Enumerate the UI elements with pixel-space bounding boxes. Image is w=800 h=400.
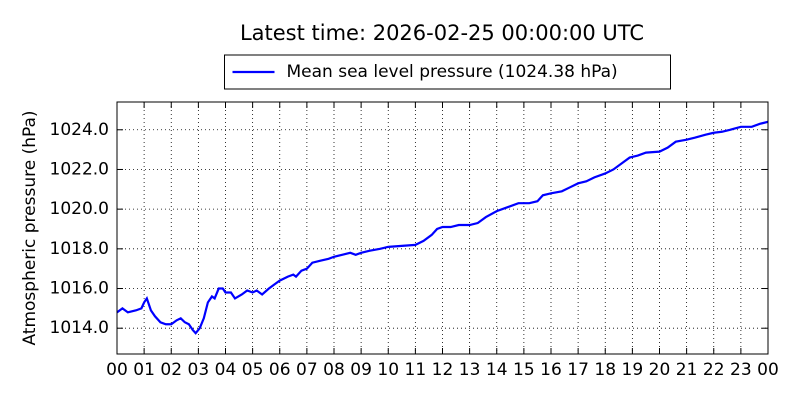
y-tick-label: 1018.0 xyxy=(50,239,109,259)
y-tick-label: 1020.0 xyxy=(50,199,109,219)
x-tick-label: 08 xyxy=(323,360,345,380)
line xyxy=(116,120,769,335)
chart-title: Latest time: 2026-02-25 00:00:00 UTC xyxy=(240,21,644,45)
x-tick-label: 14 xyxy=(486,360,508,380)
x-tick-label: 10 xyxy=(377,360,399,380)
x-tick-label: 03 xyxy=(188,360,210,380)
x-tick-label: 06 xyxy=(269,360,291,380)
x-tick-label: 16 xyxy=(540,360,562,380)
x-tick-label: 22 xyxy=(703,360,725,380)
x-tick-label: 11 xyxy=(405,360,427,380)
y-tick-label: 1016.0 xyxy=(50,279,109,299)
x-tick-label: 05 xyxy=(242,360,264,380)
x-tick-label: 19 xyxy=(622,360,644,380)
y-axis-label: Atmospheric pressure (hPa) xyxy=(20,110,40,345)
x-tick-label: 00 xyxy=(106,360,128,380)
y-tick-label: 1014.0 xyxy=(50,318,109,338)
x-tick-label: 23 xyxy=(730,360,752,380)
y-tick-label: 1024.0 xyxy=(50,120,109,140)
y-tick-label: 1022.0 xyxy=(50,159,109,179)
plot-frame xyxy=(116,101,769,355)
x-tick-label: 07 xyxy=(296,360,318,380)
x-tick-label: 13 xyxy=(459,360,481,380)
legend-box xyxy=(224,54,671,90)
legend-label: Mean sea level pressure (1024.38 hPa) xyxy=(287,62,618,82)
x-tick-label: 12 xyxy=(432,360,454,380)
x-tick-label: 18 xyxy=(594,360,616,380)
x-tick-label: 02 xyxy=(160,360,182,380)
x-tick-label: 17 xyxy=(567,360,589,380)
x-tick-label: 01 xyxy=(133,360,155,380)
x-tick-label: 21 xyxy=(676,360,698,380)
x-tick-label: 09 xyxy=(350,360,372,380)
x-tick-label: 00 xyxy=(757,360,779,380)
x-tick-label: 20 xyxy=(649,360,671,380)
x-tick-label: 04 xyxy=(215,360,237,380)
x-tick-label: 15 xyxy=(513,360,535,380)
